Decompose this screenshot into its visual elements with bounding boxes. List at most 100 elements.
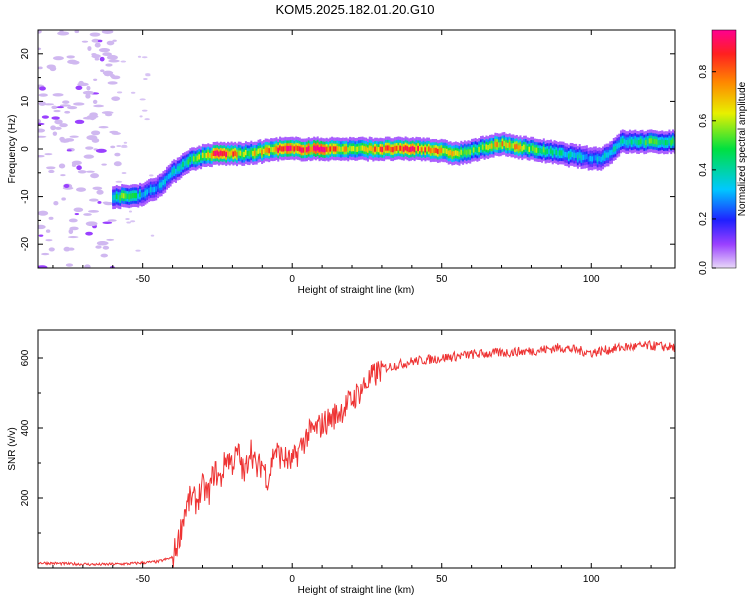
ridge-cell — [374, 146, 377, 152]
ridge-cell — [279, 145, 282, 151]
ridge-cell — [458, 151, 461, 157]
noise-blob — [128, 210, 133, 213]
ridge-cell — [332, 146, 335, 152]
ridge-cell — [363, 146, 366, 152]
ridge-cell — [639, 138, 642, 145]
ridge-cell — [490, 143, 493, 149]
ridge-cell — [227, 150, 230, 156]
ridge-cell — [300, 147, 303, 153]
noise-blob — [73, 102, 85, 106]
noise-blob — [60, 174, 66, 177]
noise-blob — [59, 104, 71, 107]
ridge-cell — [198, 154, 201, 160]
ridge-cell — [284, 145, 287, 151]
ridge-cell — [521, 146, 524, 152]
ridge-cell — [576, 154, 579, 160]
ridge-cell — [413, 147, 416, 153]
ridge-cell — [485, 144, 488, 150]
ridge-cell — [350, 146, 353, 152]
noise-blob — [108, 59, 120, 63]
ridge-cell — [264, 147, 267, 153]
ridge-cell — [232, 151, 235, 157]
ridge-cell — [645, 139, 648, 146]
noise-blob — [38, 224, 46, 230]
ridge-cell — [336, 145, 339, 152]
y-tick-label: 0 — [20, 146, 31, 152]
noise-blob — [85, 170, 95, 173]
noise-blob — [101, 163, 107, 166]
ridge-cell — [311, 146, 314, 152]
noise-blob — [58, 163, 66, 169]
ridge-cell — [262, 148, 265, 154]
ridge-cell — [541, 148, 544, 154]
ridge-cell — [356, 146, 359, 152]
noise-blob — [111, 96, 121, 101]
noise-blob — [62, 100, 70, 104]
noise-blob — [96, 189, 104, 195]
noise-blob — [89, 115, 96, 121]
ridge-cell — [266, 147, 269, 153]
ridge-cell — [453, 150, 456, 157]
noise-blob — [135, 249, 141, 252]
noise-blob — [66, 149, 72, 152]
ridge-cell — [115, 193, 118, 200]
noise-blob — [101, 30, 114, 34]
noise-blob — [105, 63, 113, 67]
noise-blob — [38, 93, 48, 97]
ridge-cell — [375, 146, 378, 152]
ridge-cell — [602, 155, 605, 161]
ridge-cell — [153, 186, 156, 193]
ridge-cell — [381, 146, 384, 153]
ridge-cell — [235, 152, 238, 158]
ridge-cell — [478, 146, 481, 153]
noise-blob — [100, 69, 105, 73]
colorbar: 0.0 0.2 0.4 0.6 0.8 Normalized spectral ampl… — [698, 29, 748, 275]
noise-blob — [68, 218, 78, 223]
ridge-cell — [619, 139, 622, 145]
ridge-cell — [296, 145, 299, 152]
ridge-cell — [643, 140, 646, 146]
ridge-cell — [654, 138, 657, 145]
noise-blob — [91, 38, 100, 43]
noise-blob — [74, 119, 85, 124]
ridge-cell — [165, 175, 168, 181]
noise-blob — [54, 126, 62, 130]
ridge-cell — [244, 149, 247, 156]
ridge-cell — [261, 149, 264, 156]
ridge-cell — [569, 151, 572, 157]
noise-blob — [71, 160, 82, 166]
ridge-cell — [440, 147, 443, 153]
noise-blob — [44, 153, 53, 156]
noise-blob — [63, 183, 70, 189]
noise-blob — [114, 152, 121, 157]
noise-blob — [106, 238, 115, 241]
ridge-cell — [268, 148, 271, 154]
ridge-cell — [447, 150, 450, 156]
noise-blob — [97, 241, 109, 245]
ridge-cell — [562, 150, 565, 156]
snr-line — [38, 340, 675, 568]
noise-blob — [77, 170, 87, 174]
ridge-cell — [347, 147, 350, 153]
ridge-cell — [657, 140, 660, 146]
ridge-cell — [494, 141, 497, 147]
ridge-cell — [162, 179, 165, 186]
noise-blob — [74, 212, 80, 216]
ridge-cell — [354, 146, 357, 153]
ridge-cell — [472, 147, 475, 153]
noise-blob — [98, 125, 109, 129]
noise-blob — [89, 32, 101, 37]
ridge-cell — [539, 147, 542, 154]
colorbar-tick-label: 0.2 — [698, 212, 709, 226]
y-tick-label: 600 — [20, 349, 31, 366]
ridge-cell — [230, 150, 233, 156]
noise-blob — [83, 154, 95, 159]
ridge-cell — [209, 152, 212, 159]
ridge-cell — [282, 146, 285, 152]
noise-blob — [51, 116, 60, 120]
ridge-cell — [661, 139, 664, 145]
ridge-cell — [304, 147, 307, 153]
noise-blob — [130, 220, 136, 223]
ridge-cell — [467, 149, 470, 155]
noise-blob — [78, 80, 84, 86]
